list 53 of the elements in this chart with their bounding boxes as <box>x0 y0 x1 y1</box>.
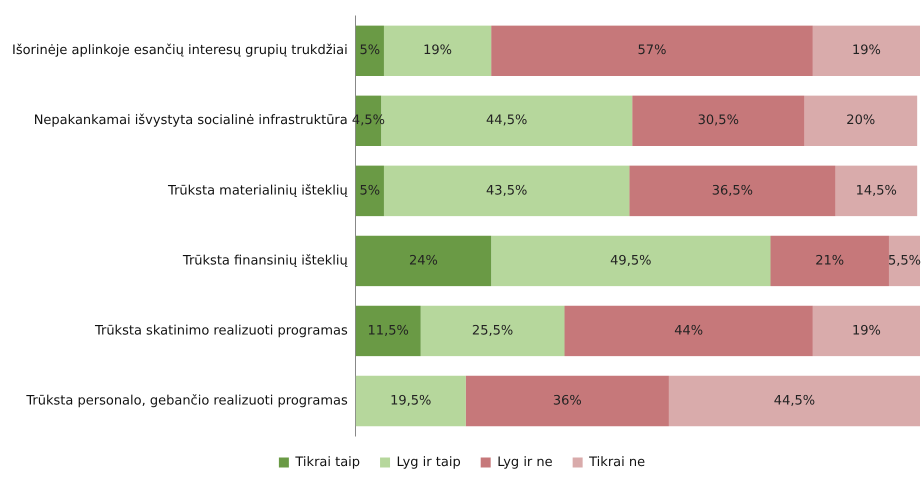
bar <box>384 26 492 76</box>
bar <box>420 306 565 356</box>
data-label: 24% <box>409 253 438 268</box>
data-label: 19% <box>852 43 881 58</box>
data-label: 5,5% <box>888 253 921 268</box>
data-label: 20% <box>846 113 876 128</box>
legend-label: Lyg ir taip <box>396 454 461 470</box>
data-label: 19% <box>852 323 881 338</box>
data-label: 36% <box>552 393 582 408</box>
bar <box>491 26 813 76</box>
data-label: 19% <box>423 43 452 58</box>
bar <box>812 26 920 76</box>
data-label: 36,5% <box>712 183 754 198</box>
y-tick-label: Trūksta personalo, gebančio realizuoti programas <box>25 393 348 408</box>
data-label: 19,5% <box>390 393 432 408</box>
bar <box>812 306 920 356</box>
y-tick-label: Trūksta finansinių išteklių <box>182 253 348 268</box>
bar <box>804 96 918 146</box>
bar <box>668 376 920 426</box>
data-label: 5% <box>360 43 380 58</box>
bar <box>466 376 669 426</box>
bar <box>356 166 384 216</box>
data-label: 49,5% <box>610 253 652 268</box>
bar <box>564 306 813 356</box>
legend-label: Tikrai ne <box>588 454 646 470</box>
y-tick-label: Nepakankamai išvystyta socialinė infrastruktūra <box>34 113 348 128</box>
data-label: 5% <box>360 183 380 198</box>
legend-label: Lyg ir ne <box>497 454 553 470</box>
data-label: 14,5% <box>856 183 897 198</box>
bar <box>356 306 421 356</box>
data-label: 44,5% <box>774 393 816 408</box>
bar <box>629 166 836 216</box>
bar <box>384 166 630 216</box>
legend-label: Tikrai taip <box>294 454 360 470</box>
data-label: 57% <box>638 43 666 58</box>
bar <box>491 236 770 286</box>
bar <box>888 236 920 286</box>
bar <box>356 376 466 426</box>
data-label: 11,5% <box>368 323 409 338</box>
y-tick-label: Trūksta skatinimo realizuoti programas <box>94 323 348 338</box>
y-tick-label: Išorinėje aplinkoje esančių interesų grupių trukdžiai <box>12 43 348 58</box>
bar <box>356 26 384 76</box>
data-label: 30,5% <box>698 113 739 128</box>
bar <box>632 96 804 146</box>
data-label: 43,5% <box>486 183 528 198</box>
bar <box>835 166 918 216</box>
bar <box>356 236 492 286</box>
data-label: 44,5% <box>486 113 528 128</box>
y-tick-label: Trūksta materialinių išteklių <box>167 183 348 198</box>
data-label: 25,5% <box>472 323 514 338</box>
bar <box>770 236 889 286</box>
data-label: 44% <box>674 323 704 338</box>
data-label: 21% <box>815 253 844 268</box>
